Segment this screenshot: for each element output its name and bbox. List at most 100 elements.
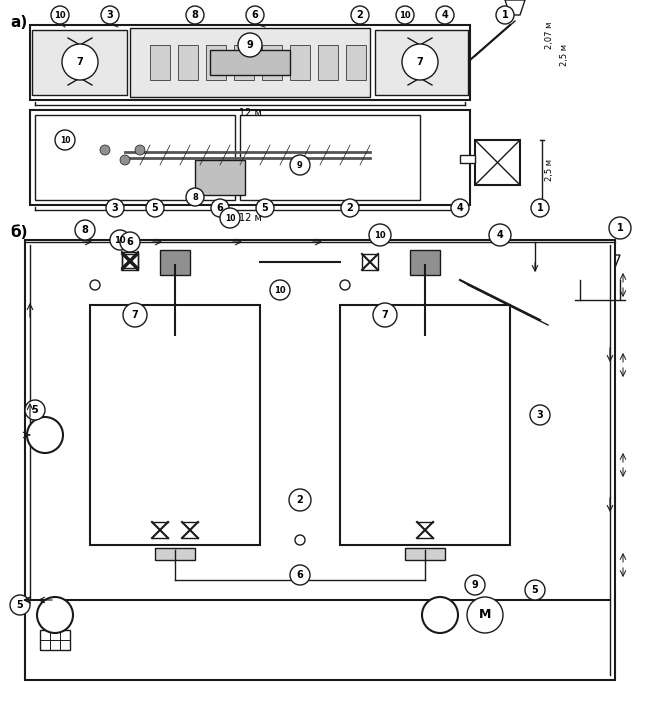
- Bar: [318, 45, 338, 80]
- Circle shape: [27, 417, 63, 453]
- Bar: [195, 160, 245, 195]
- Circle shape: [530, 405, 550, 425]
- Circle shape: [290, 565, 310, 585]
- Text: 1: 1: [502, 10, 508, 20]
- Text: 10: 10: [114, 235, 126, 245]
- Circle shape: [220, 208, 240, 228]
- Bar: [178, 45, 198, 80]
- Text: 9: 9: [472, 580, 478, 590]
- Circle shape: [110, 230, 130, 250]
- Polygon shape: [175, 315, 215, 335]
- Text: 6: 6: [297, 570, 303, 580]
- Polygon shape: [135, 315, 175, 335]
- Circle shape: [525, 580, 545, 600]
- Polygon shape: [175, 370, 220, 390]
- Bar: [290, 45, 310, 80]
- Circle shape: [295, 535, 305, 545]
- Circle shape: [10, 595, 30, 615]
- Circle shape: [246, 6, 264, 24]
- Circle shape: [467, 597, 503, 633]
- Polygon shape: [505, 0, 525, 15]
- Text: 8: 8: [192, 192, 198, 202]
- Circle shape: [106, 199, 124, 217]
- Bar: [32, 30, 127, 95]
- Circle shape: [436, 6, 454, 24]
- Text: 5: 5: [532, 585, 538, 595]
- Text: 2: 2: [347, 203, 354, 213]
- Circle shape: [101, 6, 119, 24]
- Text: 10: 10: [274, 285, 286, 295]
- Circle shape: [75, 220, 95, 240]
- Bar: [262, 45, 282, 80]
- Text: 8: 8: [81, 225, 89, 235]
- Polygon shape: [130, 370, 175, 390]
- Text: 1: 1: [537, 203, 544, 213]
- Bar: [40, 630, 70, 650]
- Text: 3: 3: [537, 410, 544, 420]
- Circle shape: [55, 130, 75, 150]
- Bar: [240, 115, 420, 200]
- Circle shape: [396, 6, 414, 24]
- Text: 5: 5: [261, 203, 268, 213]
- Circle shape: [489, 224, 511, 246]
- Circle shape: [186, 188, 204, 206]
- Circle shape: [270, 280, 290, 300]
- Text: 1: 1: [616, 223, 624, 233]
- Text: 10: 10: [399, 11, 411, 19]
- Polygon shape: [385, 315, 425, 335]
- Text: 7: 7: [77, 57, 83, 67]
- Text: 2,07 м: 2,07 м: [545, 21, 554, 49]
- Text: 10: 10: [54, 11, 66, 19]
- Circle shape: [120, 232, 140, 252]
- Text: a): a): [10, 15, 27, 30]
- Circle shape: [369, 224, 391, 246]
- Text: 9: 9: [297, 160, 303, 169]
- Text: 4: 4: [442, 10, 448, 20]
- Bar: [340, 305, 510, 545]
- Text: 4: 4: [457, 203, 464, 213]
- Polygon shape: [580, 255, 620, 280]
- Text: 7: 7: [131, 310, 138, 320]
- Circle shape: [123, 303, 147, 327]
- Circle shape: [37, 597, 73, 633]
- Text: 10: 10: [374, 230, 386, 240]
- Circle shape: [341, 199, 359, 217]
- Bar: [410, 250, 440, 275]
- Circle shape: [609, 217, 631, 239]
- Bar: [90, 305, 260, 545]
- Circle shape: [238, 33, 262, 57]
- Text: 5: 5: [151, 203, 158, 213]
- Circle shape: [451, 199, 469, 217]
- Bar: [405, 548, 445, 560]
- Bar: [475, 140, 520, 185]
- Bar: [30, 110, 470, 205]
- Text: 2,5 м: 2,5 м: [545, 159, 554, 181]
- Polygon shape: [425, 370, 470, 390]
- Circle shape: [289, 489, 311, 511]
- Circle shape: [146, 199, 164, 217]
- Circle shape: [51, 6, 69, 24]
- Bar: [122, 252, 138, 268]
- Circle shape: [351, 6, 369, 24]
- Bar: [210, 50, 290, 75]
- Text: 6: 6: [251, 10, 258, 20]
- Bar: [206, 45, 226, 80]
- Bar: [25, 240, 615, 680]
- Bar: [122, 254, 138, 270]
- Circle shape: [25, 400, 45, 420]
- Circle shape: [256, 199, 274, 217]
- Text: 2: 2: [357, 10, 364, 20]
- Bar: [375, 30, 468, 95]
- Bar: [35, 115, 235, 200]
- Text: б): б): [10, 225, 27, 240]
- Bar: [362, 254, 378, 270]
- Text: 8: 8: [191, 10, 199, 20]
- Text: 10: 10: [60, 136, 70, 144]
- Circle shape: [290, 155, 310, 175]
- Polygon shape: [425, 315, 465, 335]
- Bar: [150, 45, 170, 80]
- Text: 10: 10: [225, 214, 235, 222]
- Bar: [234, 45, 254, 80]
- Bar: [346, 45, 366, 80]
- Text: 12 м: 12 м: [239, 213, 261, 223]
